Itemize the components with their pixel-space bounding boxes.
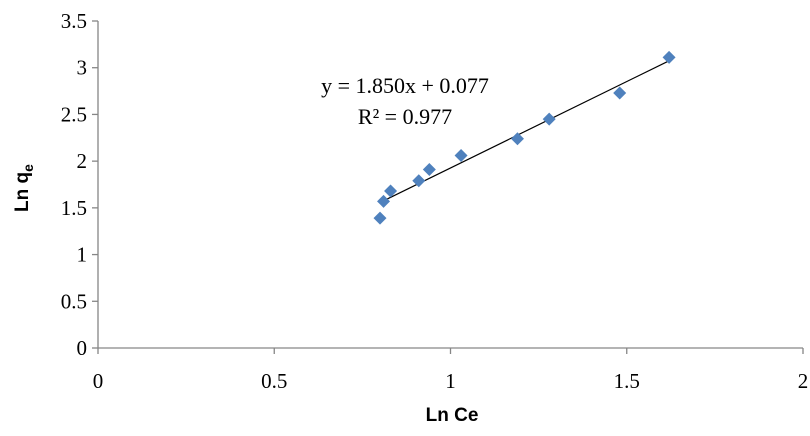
r-squared-label: R² = 0.977 bbox=[358, 104, 452, 129]
x-axis-ticks: 0 0.5 1 1.5 2 bbox=[93, 348, 809, 393]
data-point bbox=[422, 163, 436, 177]
data-point bbox=[510, 132, 524, 146]
data-point bbox=[662, 50, 676, 64]
data-point bbox=[412, 174, 426, 188]
y-tick-label: 0 bbox=[77, 336, 88, 360]
data-point bbox=[373, 211, 387, 225]
y-axis-title-main: Ln q bbox=[12, 172, 33, 212]
x-axis-title: Ln Ce bbox=[426, 405, 479, 426]
y-tick-label: 2.5 bbox=[61, 102, 87, 126]
data-point bbox=[454, 149, 468, 163]
y-tick-label: 0.5 bbox=[61, 289, 87, 313]
y-tick-label: 1 bbox=[77, 243, 88, 267]
x-tick-label: 1 bbox=[445, 369, 456, 393]
trendline-group bbox=[383, 60, 670, 202]
y-tick-label: 2 bbox=[77, 149, 88, 173]
data-point bbox=[377, 194, 391, 208]
y-axis-title-subscript: e bbox=[20, 164, 36, 172]
trendline-equation: y = 1.850x + 0.077 bbox=[321, 73, 489, 98]
data-points bbox=[373, 50, 676, 225]
x-tick-label: 0.5 bbox=[261, 369, 287, 393]
y-tick-label: 3.5 bbox=[61, 9, 87, 33]
y-tick-label: 3 bbox=[77, 56, 88, 80]
data-point bbox=[613, 86, 627, 100]
x-tick-label: 2 bbox=[798, 369, 809, 393]
y-tick-label: 1.5 bbox=[61, 196, 87, 220]
x-tick-label: 0 bbox=[93, 369, 104, 393]
data-point bbox=[384, 184, 398, 198]
trendline bbox=[383, 60, 670, 202]
data-point bbox=[542, 112, 556, 126]
y-axis-title: Ln qe bbox=[12, 164, 36, 212]
y-axis-ticks: 0 0.5 1 1.5 2 2.5 3 3.5 bbox=[61, 9, 98, 360]
plot-area bbox=[97, 21, 803, 349]
x-tick-label: 1.5 bbox=[614, 369, 640, 393]
